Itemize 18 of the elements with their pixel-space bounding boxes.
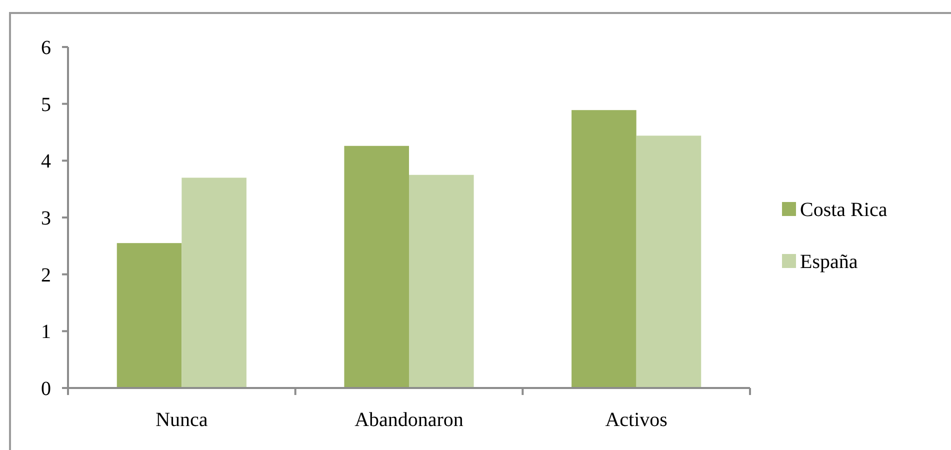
- y-tick-label: 0: [41, 378, 51, 400]
- y-tick-label: 6: [41, 37, 51, 59]
- bar: [409, 174, 474, 388]
- bar: [116, 243, 182, 388]
- legend-label: España: [800, 251, 858, 273]
- y-tick-label: 1: [41, 321, 51, 344]
- x-tick-label: Abandonaron: [354, 409, 464, 431]
- y-tick-label: 4: [41, 150, 51, 173]
- bar: [344, 146, 409, 388]
- x-tick-label: Nunca: [156, 409, 208, 431]
- legend-label: Costa Rica: [800, 199, 888, 221]
- y-tick-label: 3: [41, 208, 51, 230]
- bar: [572, 110, 636, 388]
- y-tick-label: 2: [41, 264, 51, 286]
- y-tick-label: 5: [41, 94, 51, 116]
- x-tick-label: Activos: [605, 409, 668, 431]
- bar: [182, 178, 246, 388]
- bar: [636, 136, 702, 388]
